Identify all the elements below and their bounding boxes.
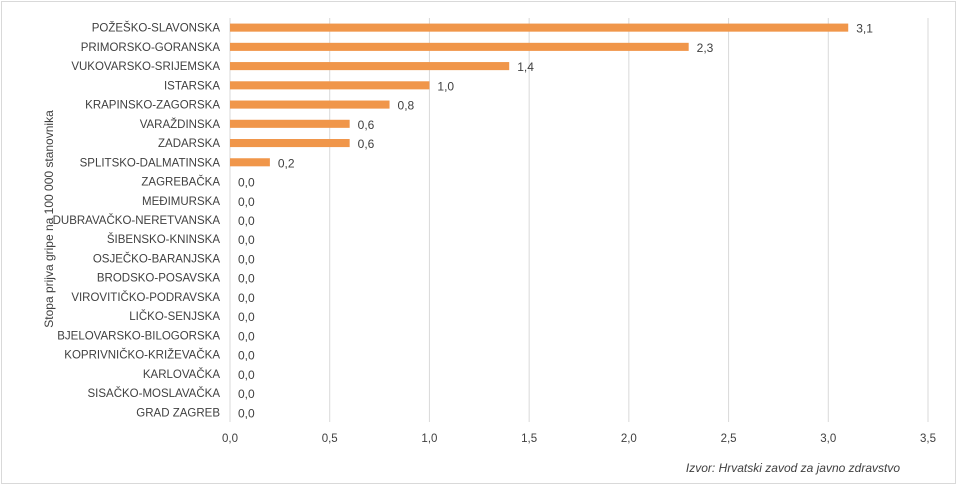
x-tick-label: 2,0 xyxy=(621,433,637,445)
category-label: ZAGREBAČKA xyxy=(141,176,220,189)
bar xyxy=(230,62,510,71)
category-label: VUKOVARSKO-SRIJEMSKA xyxy=(71,61,220,73)
category-label: LIČKO-SENJSKA xyxy=(129,310,220,323)
category-label: VIROVITIČKO-PODRAVSKA xyxy=(71,291,220,304)
x-tick-labels: 0,0 0,5 1,0 1,5 2,0 2,5 3,0 3,5 xyxy=(222,433,936,445)
x-tick-label: 3,0 xyxy=(820,433,836,445)
x-tick-label: 3,5 xyxy=(920,433,936,445)
bars xyxy=(230,23,849,167)
bar xyxy=(230,158,270,167)
category-label: ISTARSKA xyxy=(164,80,220,92)
x-tick-label: 2,5 xyxy=(721,433,737,445)
category-label: GRAD ZAGREB xyxy=(136,407,220,419)
x-tick-label: 1,5 xyxy=(521,433,537,445)
bar xyxy=(230,139,350,148)
data-label: 0,0 xyxy=(238,368,255,382)
bar xyxy=(230,42,689,51)
category-label: KRAPINSKO-ZAGORSKA xyxy=(85,100,220,112)
bar xyxy=(230,100,390,109)
category-label: SPLITSKO-DALMATINSKA xyxy=(80,157,221,169)
category-label: OSJEČKO-BARANJSKA xyxy=(93,252,220,265)
data-label: 3,1 xyxy=(856,22,873,36)
bar xyxy=(230,23,849,32)
x-tick-label: 1,0 xyxy=(421,433,437,445)
data-label: 0,0 xyxy=(238,252,255,266)
category-label: BRODSKO-POSAVSKA xyxy=(97,273,220,285)
category-labels: POŽEŠKO-SLAVONSKA PRIMORSKO-GORANSKA VUKOV… xyxy=(53,22,221,420)
category-label: SISAČKO-MOSLAVAČKA xyxy=(88,387,221,400)
data-label: 1,0 xyxy=(437,79,454,93)
data-label: 0,0 xyxy=(238,291,255,305)
data-label: 0,6 xyxy=(358,118,375,132)
category-label: PRIMORSKO-GORANSKA xyxy=(81,42,221,54)
data-label: 0,0 xyxy=(238,272,255,286)
data-label: 0,0 xyxy=(238,233,255,247)
data-label: 0,0 xyxy=(238,214,255,228)
category-label: VARAŽDINSKA xyxy=(140,118,221,131)
category-label: BJELOVARSKO-BILOGORSKA xyxy=(57,330,220,342)
category-label: KARLOVAČKA xyxy=(143,368,220,381)
data-label: 0,2 xyxy=(278,156,295,170)
data-label: 0,0 xyxy=(238,176,255,190)
bar xyxy=(230,81,430,90)
bar xyxy=(230,119,350,128)
data-label: 0,0 xyxy=(238,349,255,363)
data-label: 0,0 xyxy=(238,329,255,343)
gridlines xyxy=(229,18,929,422)
data-label: 0,6 xyxy=(358,137,375,151)
data-label: 2,3 xyxy=(697,41,714,55)
data-labels: 3,1 2,3 1,4 1,0 0,8 0,6 0,6 0,2 0,0 0,0 0,0 0,0 0,0 0… xyxy=(238,22,873,421)
category-label: POŽEŠKO-SLAVONSKA xyxy=(92,22,221,35)
source-note: Izvor: Hrvatski zavod za javno zdravstvo xyxy=(686,461,900,475)
data-label: 0,8 xyxy=(398,99,415,113)
category-label: KOPRIVNIČKO-KRIŽEVAČKA xyxy=(64,349,220,362)
x-tick-label: 0,0 xyxy=(222,433,238,445)
category-label: ZADARSKA xyxy=(158,138,220,150)
category-label: MEĐIMURSKA xyxy=(142,196,220,208)
data-label: 0,0 xyxy=(238,406,255,420)
x-tick-label: 0,5 xyxy=(322,433,338,445)
category-label: ŠIBENSKO-KNINSKA xyxy=(107,233,220,246)
data-label: 0,0 xyxy=(238,195,255,209)
data-label: 1,4 xyxy=(517,60,534,74)
category-label: DUBRAVAČKO-NERETVANSKA xyxy=(53,214,221,227)
data-label: 0,0 xyxy=(238,310,255,324)
data-label: 0,0 xyxy=(238,387,255,401)
y-axis-title: Stopa prijva gripe na 100 000 stanovnika xyxy=(42,110,56,328)
